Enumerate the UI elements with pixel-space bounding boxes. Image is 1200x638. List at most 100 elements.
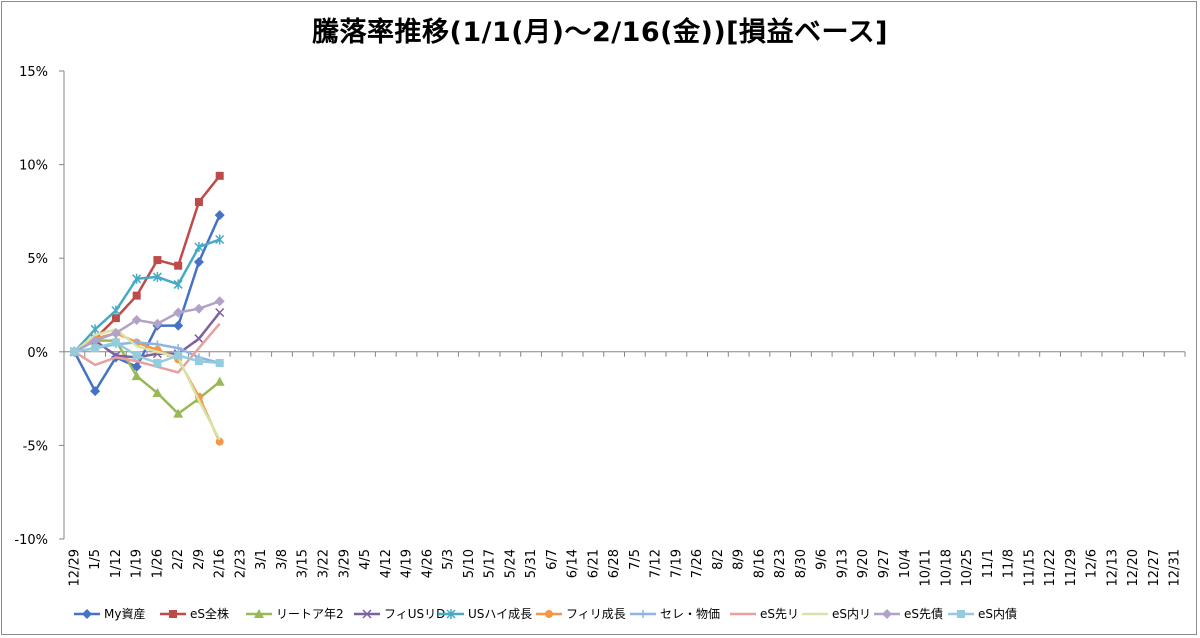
- x-tick-label: 5/31: [524, 549, 539, 578]
- x-tick-label: 8/9: [732, 549, 747, 570]
- x-tick-label: 7/19: [669, 549, 684, 578]
- data-point: [174, 351, 183, 360]
- data-point: [215, 359, 224, 368]
- series-layer: [69, 171, 225, 446]
- data-point: [194, 241, 204, 252]
- x-tick-label: 10/4: [898, 549, 913, 578]
- x-tick-label: 5/10: [462, 549, 477, 578]
- x-tick-label: 5/17: [483, 549, 498, 578]
- data-point: [90, 324, 100, 335]
- legend-entry: eS先債: [874, 606, 943, 621]
- data-point: [214, 210, 225, 221]
- legend: My資産 eS全株 リートア年2 フィUSリD USハイ成長 フィリ成長 セレ・物価 eS先リ…: [74, 606, 1017, 621]
- data-point: [194, 357, 203, 366]
- data-point: [90, 386, 101, 397]
- x-tick-label: 1/19: [130, 549, 145, 578]
- data-point: [132, 273, 142, 284]
- y-tick-label: -10%: [14, 533, 48, 548]
- legend-label: eS全株: [190, 606, 229, 621]
- y-tick-label: 5%: [27, 252, 48, 267]
- legend-entry: フィUSリD: [354, 607, 445, 621]
- legend-entry: eS内リ: [802, 607, 871, 621]
- data-point: [173, 307, 184, 318]
- legend-label: eS先リ: [760, 607, 799, 621]
- x-tick-label: 8/16: [752, 549, 767, 578]
- legend-label: フィUSリD: [384, 607, 445, 621]
- data-point: [215, 307, 225, 318]
- x-tick-label: 11/22: [1043, 549, 1058, 586]
- data-point: [639, 610, 647, 618]
- x-tick-label: 6/7: [545, 549, 560, 570]
- data-point: [152, 271, 162, 282]
- x-tick-label: 11/29: [1064, 549, 1079, 586]
- data-point: [132, 351, 141, 360]
- x-tick-label: 2/23: [233, 549, 248, 578]
- x-tick-label: 11/1: [981, 549, 996, 578]
- data-point: [110, 328, 121, 339]
- data-point: [193, 303, 204, 314]
- legend-label: セレ・物価: [660, 607, 720, 621]
- data-point: [362, 609, 372, 619]
- x-tick-label: 11/8: [1002, 549, 1017, 578]
- data-point: [169, 610, 177, 618]
- x-tick-label: 8/2: [711, 549, 726, 570]
- x-tick-label: 8/30: [794, 549, 809, 578]
- legend-entry: フィリ成長: [536, 607, 626, 621]
- legend-label: フィリ成長: [566, 607, 626, 621]
- data-point: [91, 344, 100, 353]
- data-point: [82, 609, 92, 619]
- x-tick-label: 7/5: [628, 549, 643, 570]
- legend-entry: eS先リ: [730, 607, 799, 621]
- data-point: [173, 320, 184, 331]
- x-tick-label: 1/5: [88, 549, 103, 570]
- y-tick-label: -5%: [23, 439, 48, 454]
- data-point: [153, 256, 162, 265]
- x-tick-label: 4/12: [379, 549, 394, 578]
- data-point: [152, 387, 163, 397]
- x-tick-label: 12/20: [1126, 549, 1141, 586]
- x-tick-label: 12/13: [1105, 549, 1120, 586]
- data-point: [215, 234, 225, 245]
- x-tick-label: 12/6: [1085, 549, 1100, 578]
- data-point: [215, 171, 224, 180]
- data-point: [111, 314, 120, 323]
- x-tick-label: 2/16: [213, 549, 228, 578]
- data-point: [174, 261, 183, 270]
- x-tick-label: 1/26: [150, 549, 165, 578]
- y-tick-label: 15%: [19, 65, 48, 80]
- y-tick-label: 0%: [27, 346, 48, 361]
- x-tick-label: 5/24: [503, 549, 518, 578]
- axes: [59, 70, 1186, 540]
- x-tick-label: 7/26: [690, 549, 705, 578]
- x-tick-label: 12/27: [1147, 549, 1162, 586]
- legend-label: USハイ成長: [468, 607, 532, 621]
- y-tick-labels: 15% 10% 5% 0% -5% -10%: [14, 65, 48, 548]
- x-tick-label: 12/29: [67, 549, 82, 586]
- series-9: [73, 328, 221, 441]
- x-tick-label: 4/5: [358, 549, 373, 570]
- data-point: [446, 609, 456, 619]
- x-tick-label: 12/31: [1168, 549, 1183, 586]
- data-point: [545, 610, 553, 618]
- data-point: [957, 610, 965, 618]
- data-point: [173, 408, 184, 418]
- data-point: [90, 335, 101, 346]
- x-tick-label: 8/23: [773, 549, 788, 578]
- data-point: [153, 340, 162, 349]
- x-tick-label: 9/20: [856, 549, 871, 578]
- x-tick-label: 9/27: [877, 549, 892, 578]
- x-tick-label: 3/22: [316, 549, 331, 578]
- x-tick-labels: 12/29 1/5 1/12 1/19 1/26 2/2 2/9 2/16 2/23 3/1 3/8…: [67, 549, 1182, 586]
- legend-entry: セレ・物価: [630, 607, 720, 621]
- data-point: [215, 437, 224, 446]
- data-point: [173, 279, 183, 290]
- series-11: [70, 338, 224, 368]
- x-tick-label: 10/11: [919, 549, 934, 586]
- data-point: [152, 318, 163, 329]
- data-point: [194, 334, 204, 344]
- x-tick-label: 1/12: [109, 549, 124, 578]
- data-point: [174, 344, 183, 353]
- x-tick-label: 3/8: [275, 549, 290, 570]
- legend-entry: リートア年2: [246, 607, 344, 621]
